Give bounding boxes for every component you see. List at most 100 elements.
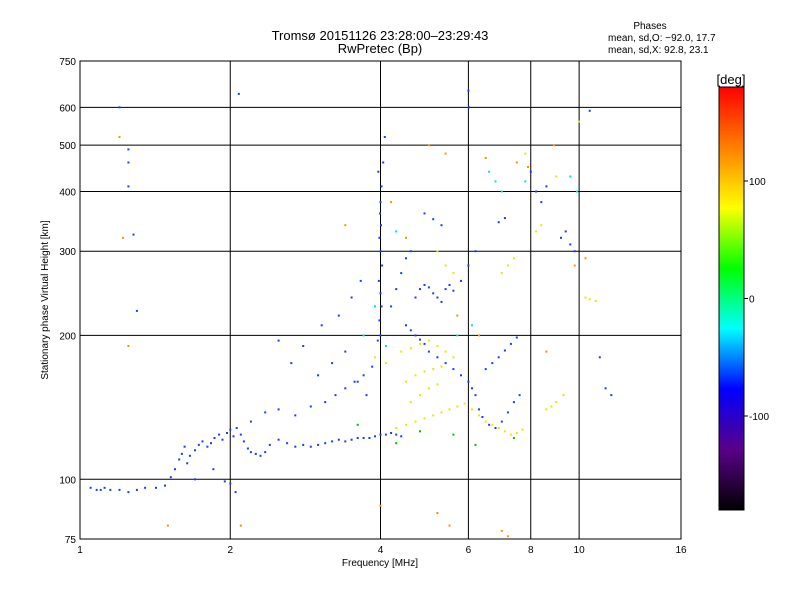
data-point: [423, 284, 426, 286]
data-point: [562, 394, 565, 397]
data-point: [405, 423, 407, 426]
data-point: [405, 324, 407, 327]
data-point: [183, 445, 186, 448]
x-tick-label: 6: [466, 545, 472, 556]
data-point: [573, 250, 576, 253]
data-point: [500, 190, 503, 193]
data-point: [506, 264, 509, 267]
data-point: [400, 272, 403, 275]
data-point: [229, 482, 232, 485]
data-point: [246, 447, 249, 450]
data-point: [317, 374, 320, 377]
data-point: [239, 524, 242, 527]
data-point: [432, 218, 435, 221]
y-tick-label: 75: [65, 535, 77, 546]
data-point: [527, 166, 529, 168]
data-point: [456, 334, 459, 337]
data-point: [242, 440, 245, 443]
data-point: [545, 350, 548, 353]
data-point: [456, 314, 459, 317]
data-point: [471, 408, 473, 411]
data-point: [497, 221, 500, 224]
data-point: [423, 417, 426, 420]
y-tick-label: 400: [59, 187, 76, 198]
data-point: [277, 438, 280, 441]
data-point: [427, 350, 430, 353]
data-point: [471, 324, 473, 327]
y-tick-label: 750: [59, 57, 76, 68]
data-point: [474, 443, 477, 446]
data-point: [448, 408, 451, 411]
data-point: [436, 512, 439, 514]
data-point: [452, 356, 455, 359]
data-point: [294, 414, 297, 417]
data-point: [481, 416, 484, 418]
data-point: [463, 402, 466, 405]
y-tick-label: 200: [59, 331, 76, 342]
data-point: [268, 443, 271, 446]
data-point: [468, 106, 471, 109]
data-point: [535, 230, 538, 233]
data-point: [419, 394, 421, 397]
data-point: [503, 217, 506, 219]
data-point: [400, 435, 403, 438]
data-point: [478, 334, 480, 337]
data-point: [309, 405, 312, 408]
data-point: [588, 109, 591, 112]
plot-frame: [79, 60, 682, 540]
data-point: [331, 362, 334, 365]
data-point: [467, 264, 470, 267]
x-axis-label: Frequency [MHz]: [342, 558, 418, 569]
data-point: [194, 449, 196, 452]
data-point: [350, 438, 353, 441]
data-point: [484, 368, 487, 371]
data-point: [206, 445, 209, 448]
x-tick-label: 8: [528, 545, 534, 556]
data-point: [444, 264, 447, 267]
data-point: [419, 342, 421, 345]
data-point: [395, 433, 398, 436]
data-point: [380, 185, 383, 188]
data-point: [414, 420, 417, 423]
data-point: [218, 433, 221, 436]
data-point: [427, 144, 430, 147]
data-point: [423, 342, 426, 345]
y-tick-label: 600: [59, 103, 76, 114]
data-point: [201, 440, 204, 443]
data-point: [474, 250, 477, 253]
data-point: [432, 292, 435, 295]
data-point: [452, 289, 455, 292]
data-point: [521, 428, 524, 431]
data-point: [491, 423, 494, 426]
data-point: [440, 300, 443, 303]
data-point: [118, 136, 121, 138]
data-point: [409, 347, 412, 350]
data-point: [478, 408, 480, 411]
data-point: [545, 408, 548, 411]
data-point: [414, 296, 417, 299]
data-point: [384, 362, 387, 365]
data-point: [144, 486, 147, 489]
colorbar-tick-label: 100: [749, 177, 766, 188]
data-point: [132, 233, 135, 236]
data-point: [427, 339, 430, 342]
data-point: [155, 486, 157, 489]
data-point: [229, 428, 232, 431]
data-point: [584, 296, 587, 299]
data-point: [188, 454, 191, 457]
data-point: [545, 185, 548, 188]
data-point: [573, 264, 576, 267]
data-point: [254, 452, 257, 455]
data-point: [135, 488, 138, 491]
data-point: [249, 420, 252, 423]
data-point: [575, 190, 578, 193]
data-point: [103, 486, 106, 489]
data-point: [444, 362, 447, 365]
data-point: [427, 387, 430, 390]
data-point: [344, 224, 347, 227]
data-point: [555, 401, 558, 404]
data-point: [491, 362, 494, 365]
data-point: [324, 401, 327, 404]
data-point: [503, 349, 506, 352]
data-point: [494, 180, 497, 183]
